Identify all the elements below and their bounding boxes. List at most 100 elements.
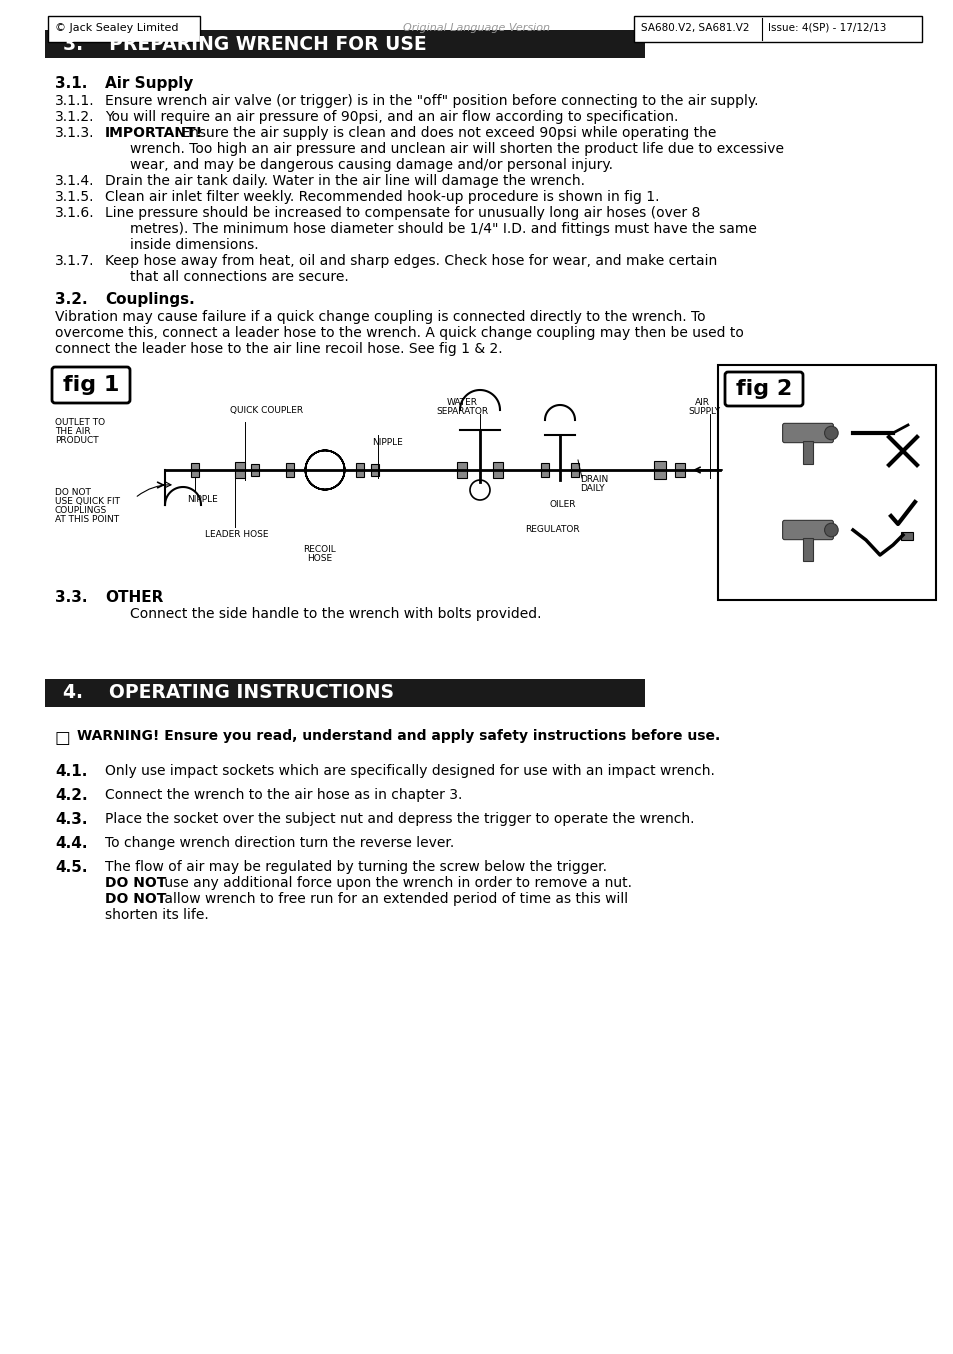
Text: SEPARATOR: SEPARATOR	[436, 408, 488, 416]
Bar	[251, 464, 258, 477]
Text: © Jack Sealey Limited: © Jack Sealey Limited	[55, 23, 178, 32]
Text: SUPPLY: SUPPLY	[687, 408, 720, 416]
Text: Vibration may cause failure if a quick change coupling is connected directly to : Vibration may cause failure if a quick c…	[55, 310, 705, 324]
Bar	[654, 460, 665, 479]
Text: 3.1.4.: 3.1.4.	[55, 175, 94, 188]
Text: 3.1.7.: 3.1.7.	[55, 255, 94, 268]
Text: 3.1.2.: 3.1.2.	[55, 110, 94, 125]
Text: OUTLET TO: OUTLET TO	[55, 418, 105, 427]
Text: DRAIN: DRAIN	[579, 475, 608, 483]
Text: COUPLINGS: COUPLINGS	[55, 506, 107, 515]
Text: Issue: 4(SP) - 17/12/13: Issue: 4(SP) - 17/12/13	[767, 23, 885, 32]
Text: 3.1.5.: 3.1.5.	[55, 190, 94, 204]
FancyBboxPatch shape	[781, 424, 833, 443]
FancyBboxPatch shape	[48, 16, 200, 42]
Text: QUICK COUPLER: QUICK COUPLER	[230, 406, 303, 414]
Text: metres). The minimum hose diameter should be 1/4" I.D. and fittings must have th: metres). The minimum hose diameter shoul…	[130, 222, 756, 236]
Bar	[802, 440, 812, 464]
Text: Only use impact sockets which are specifically designed for use with an impact w: Only use impact sockets which are specif…	[105, 764, 714, 779]
FancyBboxPatch shape	[52, 367, 130, 403]
Bar	[45, 30, 644, 58]
Bar	[371, 464, 378, 477]
Text: 4.2.: 4.2.	[55, 788, 88, 803]
Text: Place the socket over the subject nut and depress the trigger to operate the wre: Place the socket over the subject nut an…	[105, 812, 694, 826]
Text: HOSE: HOSE	[307, 554, 332, 563]
Text: 4.    OPERATING INSTRUCTIONS: 4. OPERATING INSTRUCTIONS	[63, 684, 394, 703]
Bar	[286, 463, 294, 477]
Text: 3.1.: 3.1.	[55, 76, 88, 91]
Text: wrench. Too high an air pressure and unclean air will shorten the product life d: wrench. Too high an air pressure and unc…	[130, 142, 783, 156]
Text: OILER: OILER	[550, 500, 576, 509]
Text: WARNING! Ensure you read, understand and apply safety instructions before use.: WARNING! Ensure you read, understand and…	[77, 728, 720, 743]
Bar	[45, 678, 644, 707]
Bar	[675, 463, 684, 477]
Text: REGULATOR: REGULATOR	[524, 525, 579, 533]
Text: DAILY: DAILY	[579, 483, 604, 493]
Circle shape	[823, 427, 838, 440]
Text: USE QUICK FIT: USE QUICK FIT	[55, 497, 120, 506]
Text: fig 2: fig 2	[735, 379, 791, 399]
Text: 4.5.: 4.5.	[55, 860, 88, 875]
Text: The flow of air may be regulated by turning the screw below the trigger.: The flow of air may be regulated by turn…	[105, 860, 606, 875]
Text: Ensure wrench air valve (or trigger) is in the "off" position before connecting : Ensure wrench air valve (or trigger) is …	[105, 93, 758, 108]
Text: Air Supply: Air Supply	[105, 76, 193, 91]
Text: fig 1: fig 1	[63, 375, 119, 395]
Text: Clean air inlet filter weekly. Recommended hook-up procedure is shown in fig 1.: Clean air inlet filter weekly. Recommend…	[105, 190, 659, 204]
Text: shorten its life.: shorten its life.	[105, 909, 209, 922]
Text: 4.1.: 4.1.	[55, 764, 88, 779]
Bar	[234, 462, 245, 478]
Text: connect the leader hose to the air line recoil hose. See fig 1 & 2.: connect the leader hose to the air line …	[55, 343, 502, 356]
Text: THE AIR: THE AIR	[55, 427, 91, 436]
Bar	[493, 462, 502, 478]
Text: You will require an air pressure of 90psi, and an air flow according to specific: You will require an air pressure of 90ps…	[105, 110, 678, 125]
Text: 3.3.: 3.3.	[55, 590, 88, 605]
Text: LEADER HOSE: LEADER HOSE	[205, 529, 268, 539]
Text: Connect the side handle to the wrench with bolts provided.: Connect the side handle to the wrench wi…	[130, 607, 541, 621]
Text: 4.3.: 4.3.	[55, 812, 88, 827]
Text: AT THIS POINT: AT THIS POINT	[55, 515, 119, 524]
Text: 3.2.: 3.2.	[55, 292, 88, 307]
Text: DO NOT: DO NOT	[55, 487, 91, 497]
Text: that all connections are secure.: that all connections are secure.	[130, 269, 349, 284]
Text: 3.    PREPARING WRENCH FOR USE: 3. PREPARING WRENCH FOR USE	[63, 34, 426, 54]
Text: DO NOT: DO NOT	[105, 892, 166, 906]
Text: SA680.V2, SA681.V2: SA680.V2, SA681.V2	[640, 23, 749, 32]
Text: Connect the wrench to the air hose as in chapter 3.: Connect the wrench to the air hose as in…	[105, 788, 462, 802]
Text: 3.1.1.: 3.1.1.	[55, 93, 94, 108]
Text: wear, and may be dangerous causing damage and/or personal injury.: wear, and may be dangerous causing damag…	[130, 158, 613, 172]
Text: AIR: AIR	[695, 398, 709, 408]
Text: To change wrench direction turn the reverse lever.: To change wrench direction turn the reve…	[105, 837, 454, 850]
Text: Original Language Version: Original Language Version	[403, 23, 550, 32]
FancyBboxPatch shape	[634, 16, 921, 42]
Text: 4.4.: 4.4.	[55, 837, 88, 852]
FancyBboxPatch shape	[781, 520, 833, 540]
Text: Ensure the air supply is clean and does not exceed 90psi while operating the: Ensure the air supply is clean and does …	[177, 126, 716, 139]
Text: NIPPLE: NIPPLE	[372, 437, 402, 447]
Bar	[355, 463, 364, 477]
Text: 3.1.6.: 3.1.6.	[55, 206, 94, 219]
Bar	[540, 463, 548, 477]
Bar	[571, 463, 578, 477]
Text: NIPPLE: NIPPLE	[187, 496, 217, 504]
Circle shape	[823, 523, 838, 536]
Text: Couplings.: Couplings.	[105, 292, 194, 307]
Text: 3.1.3.: 3.1.3.	[55, 126, 94, 139]
Text: PRODUCT: PRODUCT	[55, 436, 98, 445]
Text: Drain the air tank daily. Water in the air line will damage the wrench.: Drain the air tank daily. Water in the a…	[105, 175, 584, 188]
Text: WATER: WATER	[446, 398, 477, 408]
Text: Line pressure should be increased to compensate for unusually long air hoses (ov: Line pressure should be increased to com…	[105, 206, 700, 219]
Bar	[900, 532, 912, 540]
FancyBboxPatch shape	[724, 372, 802, 406]
Text: □: □	[55, 728, 71, 747]
Text: Keep hose away from heat, oil and sharp edges. Check hose for wear, and make cer: Keep hose away from heat, oil and sharp …	[105, 255, 717, 268]
Bar	[802, 538, 812, 562]
Text: overcome this, connect a leader hose to the wrench. A quick change coupling may : overcome this, connect a leader hose to …	[55, 326, 743, 340]
Bar	[718, 366, 935, 600]
Text: OTHER: OTHER	[105, 590, 163, 605]
Text: use any additional force upon the wrench in order to remove a nut.: use any additional force upon the wrench…	[160, 876, 631, 890]
Text: inside dimensions.: inside dimensions.	[130, 238, 258, 252]
Text: DO NOT: DO NOT	[105, 876, 166, 890]
Text: IMPORTANT!: IMPORTANT!	[105, 126, 203, 139]
Text: RECOIL: RECOIL	[303, 546, 335, 554]
Bar	[456, 462, 467, 478]
